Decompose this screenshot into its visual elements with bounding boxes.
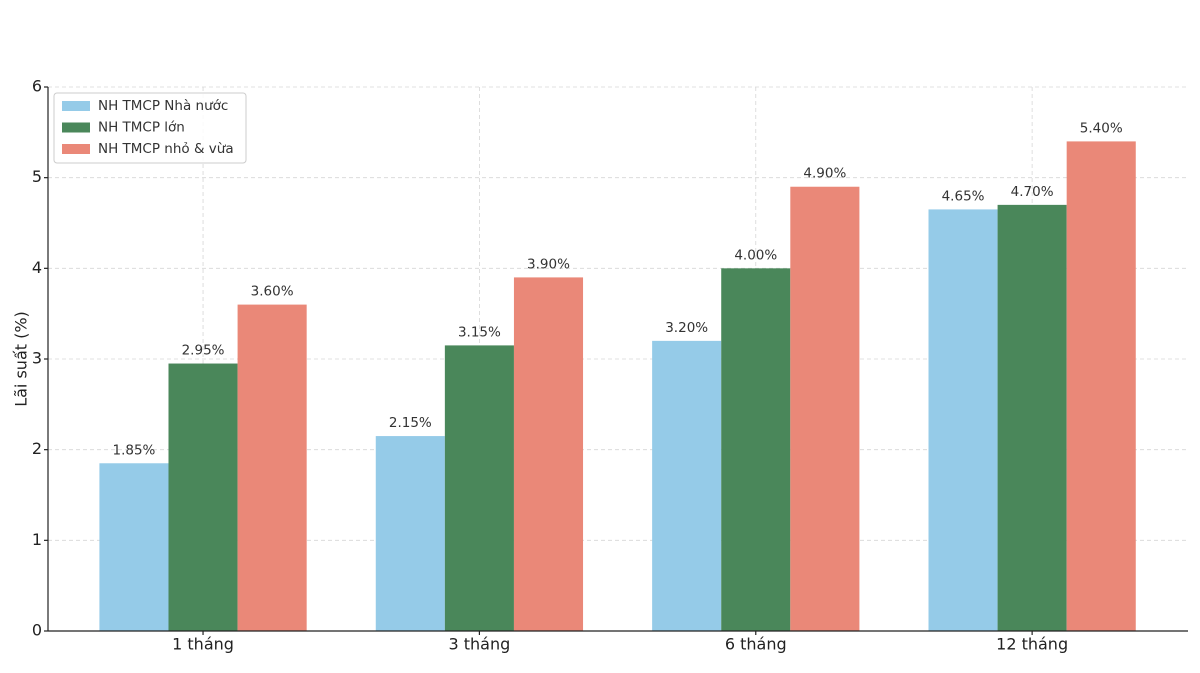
bar	[928, 209, 998, 631]
value-label: 3.20%	[665, 320, 708, 336]
y-tick-label: 5	[32, 167, 42, 186]
value-label: 5.40%	[1080, 120, 1123, 136]
x-tick-label: 3 tháng	[449, 635, 511, 654]
bar	[444, 345, 514, 631]
y-axis-label: Lãi suất (%)	[12, 311, 31, 407]
value-label: 3.90%	[527, 256, 570, 272]
y-tick-label: 4	[32, 258, 42, 277]
bar	[997, 204, 1067, 631]
bar	[168, 363, 238, 631]
value-label: 4.90%	[803, 166, 846, 182]
y-tick-label: 6	[32, 77, 42, 96]
y-tick-label: 1	[32, 530, 42, 549]
legend-swatch	[62, 101, 90, 111]
legend-label: NH TMCP Nhà nước	[98, 98, 228, 114]
value-label: 3.60%	[251, 284, 294, 300]
x-tick-label: 6 tháng	[725, 635, 787, 654]
value-label: 3.15%	[458, 324, 501, 340]
x-tick-label: 12 tháng	[996, 635, 1068, 654]
y-tick-label: 3	[32, 349, 42, 368]
value-label: 4.00%	[734, 247, 777, 263]
bar	[790, 186, 860, 631]
value-label: 2.15%	[389, 415, 432, 431]
bar	[99, 463, 169, 631]
value-label: 1.85%	[113, 442, 156, 458]
legend-swatch	[62, 122, 90, 133]
legend-frame	[53, 92, 247, 164]
y-tick-label: 0	[32, 621, 42, 640]
legend-label: NH TMCP lớn	[98, 120, 185, 136]
bar	[237, 304, 307, 631]
value-label: 2.95%	[182, 343, 225, 359]
legend-label: NH TMCP nhỏ & vừa	[98, 141, 234, 157]
bar	[513, 277, 584, 631]
value-label: 4.70%	[1011, 184, 1054, 200]
bar	[1066, 141, 1136, 631]
legend-swatch	[62, 144, 90, 154]
value-label: 4.65%	[942, 188, 985, 204]
y-tick-label: 2	[32, 439, 42, 458]
x-tick-label: 1 tháng	[172, 635, 234, 654]
bar	[721, 268, 791, 631]
bar	[652, 340, 722, 631]
bar	[375, 436, 445, 631]
